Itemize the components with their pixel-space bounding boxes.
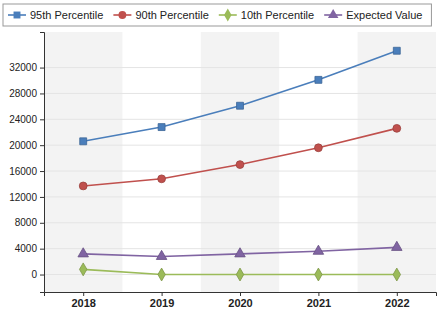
y-tick: 28000 [9,88,44,99]
legend-item: Expected Value [324,9,422,21]
x-axis-line [45,293,437,297]
y-tick-label: 0 [31,269,37,280]
series-marker [235,248,246,257]
grid-line [44,222,436,223]
series-marker [393,268,400,281]
legend-label: 10th Percentile [241,9,314,21]
y-axis-line [40,33,45,293]
y-tick: 4000 [15,243,44,254]
x-tick: 2021 [307,292,331,309]
x-tick: 2020 [228,292,252,309]
y-tick-label: 20000 [9,140,37,151]
y-tick: 16000 [9,166,44,177]
legend-label: 95th Percentile [30,9,103,21]
series-marker [78,248,89,257]
x-tick-mark [240,292,241,296]
y-tick: 20000 [9,140,44,151]
series-marker [392,241,403,250]
y-tick: 32000 [9,62,44,73]
grid-line [44,93,436,94]
x-tick-mark [162,292,163,296]
series-marker [158,268,165,281]
y-tick-mark [40,93,44,94]
y-tick-label: 32000 [9,62,37,73]
y-axis: 0 4000 8000 12000 16000 20000 24000 28000 32000 [9,33,44,293]
series-marker [236,268,243,281]
y-tick-mark [40,275,44,276]
legend-label: 90th Percentile [135,9,208,21]
grid-line [44,67,436,68]
series-marker [313,245,324,254]
x-tick: 2018 [71,292,95,309]
series-marker [79,263,86,276]
x-tick-label: 2021 [307,297,331,309]
series-marker [158,124,165,131]
legend-marker [14,12,21,19]
legend-box [3,4,431,26]
series-marker [393,124,401,132]
y-tick-mark [40,197,44,198]
y-tick-mark [40,249,44,250]
series-line [83,247,397,256]
x-tick-label: 2019 [150,297,174,309]
legend-marker [118,11,126,19]
y-tick-mark [40,223,44,224]
legend: 95th Percentile 90th Percentile 10th Perce… [3,4,431,26]
y-tick-label: 4000 [15,243,38,254]
grid [44,68,436,275]
series-marker [315,268,322,281]
legend-item: 10th Percentile [219,9,314,22]
y-tick-label: 16000 [9,166,37,177]
y-tick-label: 28000 [9,88,37,99]
y-tick-mark [40,68,44,69]
legend-marker [224,9,231,22]
y-tick: 8000 [15,217,44,228]
legend-item: 95th Percentile [8,9,103,21]
x-axis: 2018 2019 2020 2021 2022 [45,292,437,309]
series-marker [315,76,322,83]
legend-label: Expected Value [346,9,422,21]
x-tick: 2022 [385,292,409,309]
marks [78,47,402,281]
y-tick: 0 [31,269,44,280]
grid-line [44,119,436,120]
x-tick-mark [318,292,319,296]
y-tick-label: 24000 [9,114,37,125]
x-tick: 2019 [150,292,174,309]
grid-line [44,196,436,197]
series-marker [236,161,244,169]
y-tick-mark [40,171,44,172]
series-marker [79,182,87,190]
grid-line [44,145,436,146]
y-tick: 12000 [9,192,44,203]
series-line [83,51,397,142]
legend-marker [328,9,339,18]
legend-item: 90th Percentile [113,9,208,21]
band [44,32,122,292]
y-tick-label: 12000 [9,192,37,203]
bands [44,32,436,292]
x-tick-label: 2020 [228,297,252,309]
series-marker [314,144,322,152]
band [358,32,436,292]
x-tick-label: 2022 [385,297,409,309]
x-tick-mark [397,292,398,296]
y-tick-mark [40,145,44,146]
series-marker [80,138,87,145]
grid-line [44,171,436,172]
plot: 0 4000 8000 12000 16000 20000 24000 28000 32000 2… [9,32,436,309]
series-marker [237,102,244,109]
y-tick: 24000 [9,114,44,125]
chart: 0 4000 8000 12000 16000 20000 24000 28000 32000 2… [0,0,444,324]
series-line [83,128,397,186]
x-tick-mark [83,292,84,296]
series-marker [393,47,400,54]
x-tick-label: 2018 [71,297,95,309]
series-marker [158,175,166,183]
y-tick-label: 8000 [15,217,38,228]
series-marker [156,250,167,259]
y-tick-mark [40,119,44,120]
